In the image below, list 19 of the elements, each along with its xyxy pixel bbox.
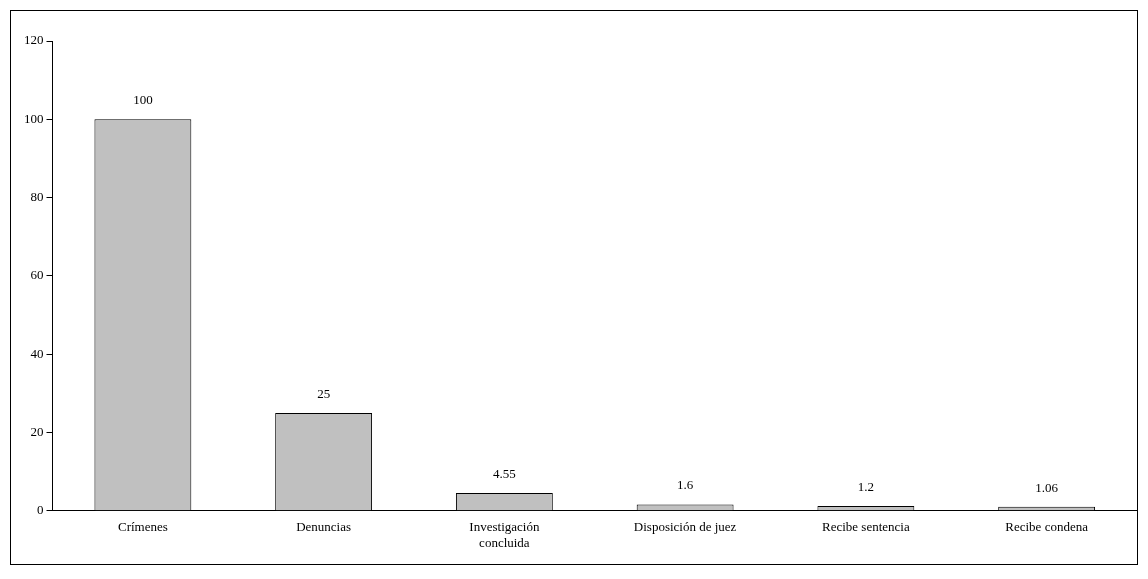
data-label: 1.2 (857, 479, 874, 495)
data-label: 4.55 (493, 465, 516, 481)
y-tick-label: 100 (24, 110, 44, 126)
x-tick-label: Disposición de juez (633, 519, 737, 535)
y-tick-label: 40 (30, 345, 44, 361)
x-tick-label: Recibe condena (1005, 519, 1089, 535)
x-tick-label: Recibe sentencia (822, 519, 910, 535)
data-label: 1.6 (677, 477, 694, 493)
y-tick-label: 0 (37, 502, 44, 518)
y-tick-label: 80 (30, 189, 44, 205)
x-tick-label: Investigación concluida (469, 519, 540, 550)
x-tick-label: Denuncias (296, 519, 352, 535)
y-tick-label: 120 (24, 32, 44, 48)
y-tick-label: 20 (30, 423, 44, 439)
x-tick-label: Crímenes (117, 519, 168, 535)
data-label: 1.06 (1035, 479, 1059, 495)
y-tick-label: 60 (30, 267, 44, 283)
data-label: 25 (317, 385, 331, 401)
data-label: 100 (133, 92, 153, 108)
